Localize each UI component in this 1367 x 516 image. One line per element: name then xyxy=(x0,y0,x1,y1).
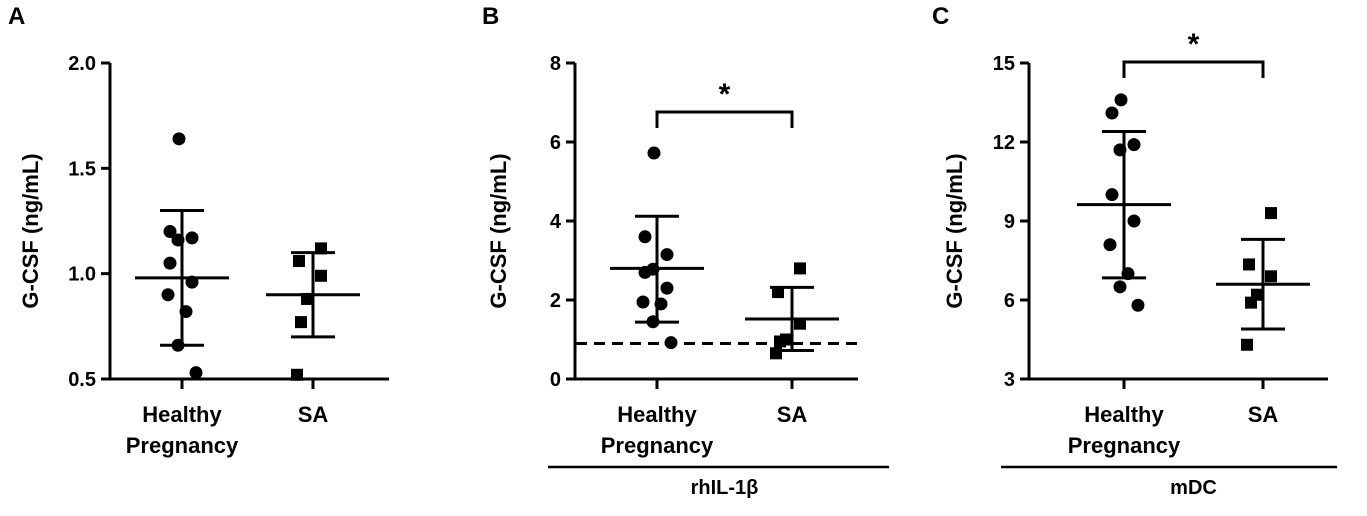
x-tick-label: SA xyxy=(298,402,329,427)
data-point xyxy=(1265,207,1277,220)
data-point xyxy=(647,146,661,160)
y-tick-label: 4 xyxy=(550,211,562,233)
data-point xyxy=(1241,338,1253,351)
series-sa xyxy=(745,262,839,360)
y-tick-label: 6 xyxy=(1004,290,1015,312)
data-point xyxy=(794,317,806,330)
data-point xyxy=(1243,258,1255,271)
data-point xyxy=(794,262,806,275)
series-healthy-pregnancy xyxy=(1077,93,1171,312)
data-point xyxy=(163,225,177,239)
data-point xyxy=(185,231,199,245)
series-healthy-pregnancy xyxy=(610,146,704,350)
chart-panel-c: C G-CSF (ng/mL) 3 6 9 12 15 Healthy Pregnancy SA *… xyxy=(932,3,1337,499)
data-point xyxy=(664,336,678,350)
x-tick-label: Healthy xyxy=(617,402,697,427)
y-tick-label: 3 xyxy=(1004,369,1015,391)
data-point xyxy=(1127,138,1141,152)
data-point xyxy=(189,366,203,380)
x-tick-label: Pregnancy xyxy=(1068,433,1181,458)
x-tick-label: Pregnancy xyxy=(126,433,239,458)
x-tick-label: Healthy xyxy=(142,402,222,427)
data-point xyxy=(161,288,175,302)
chart-panel-a: A G-CSF (ng/mL) 0.5 1.0 1.5 2.0 Healthy Pregnan… xyxy=(8,3,389,458)
significance-star: * xyxy=(1188,28,1200,61)
data-point xyxy=(1265,270,1277,283)
y-tick-label: 2.0 xyxy=(68,53,96,75)
data-point xyxy=(295,316,307,329)
data-point xyxy=(1105,188,1119,202)
data-point xyxy=(638,230,652,244)
data-point xyxy=(1103,238,1117,252)
data-point xyxy=(636,295,650,309)
data-point xyxy=(315,269,327,282)
series-sa xyxy=(1216,207,1310,351)
data-point xyxy=(1131,298,1145,312)
group-label: mDC xyxy=(1170,477,1217,499)
panel-label: A xyxy=(8,3,25,30)
data-point xyxy=(774,335,786,348)
data-point xyxy=(1245,296,1257,309)
data-point xyxy=(772,286,784,299)
x-tick-label: SA xyxy=(777,402,808,427)
data-point xyxy=(1113,280,1127,294)
data-point xyxy=(1114,93,1128,107)
data-point xyxy=(1105,106,1119,120)
x-tick-label: Pregnancy xyxy=(601,433,714,458)
data-point xyxy=(293,255,305,268)
data-point xyxy=(660,281,674,295)
panel-label: C xyxy=(932,3,949,30)
y-tick-label: 9 xyxy=(1004,211,1015,233)
x-tick-label: SA xyxy=(1248,402,1279,427)
x-tick-label: Healthy xyxy=(1084,402,1164,427)
y-tick-label: 2 xyxy=(550,290,561,312)
data-point xyxy=(163,256,177,270)
chart-panel-b: B G-CSF (ng/mL) 0 2 4 6 8 Healthy Pregnancy SA * rh… xyxy=(482,3,889,499)
y-tick-label: 1.0 xyxy=(68,264,96,286)
significance-bracket xyxy=(655,110,794,128)
series-sa xyxy=(266,242,360,381)
y-tick-label: 8 xyxy=(550,53,561,75)
data-point xyxy=(660,248,674,262)
panel-label: B xyxy=(482,3,499,30)
y-tick-label: 0.5 xyxy=(68,369,96,391)
y-tick-label: 15 xyxy=(993,53,1015,75)
data-point xyxy=(1127,214,1141,228)
y-tick-label: 6 xyxy=(550,132,561,154)
y-axis-label: G-CSF (ng/mL) xyxy=(486,153,511,308)
y-tick-label: 0 xyxy=(550,369,561,391)
data-point xyxy=(291,368,303,381)
significance-star: * xyxy=(719,78,731,111)
y-axis-label: G-CSF (ng/mL) xyxy=(942,153,967,308)
y-tick-label: 12 xyxy=(993,132,1015,154)
data-point xyxy=(172,132,186,146)
y-tick-label: 1.5 xyxy=(68,158,96,180)
y-axis-label: G-CSF (ng/mL) xyxy=(18,153,43,308)
significance-bracket xyxy=(1122,60,1265,78)
group-label: rhIL-1β xyxy=(691,477,759,499)
series-healthy-pregnancy xyxy=(135,132,229,380)
